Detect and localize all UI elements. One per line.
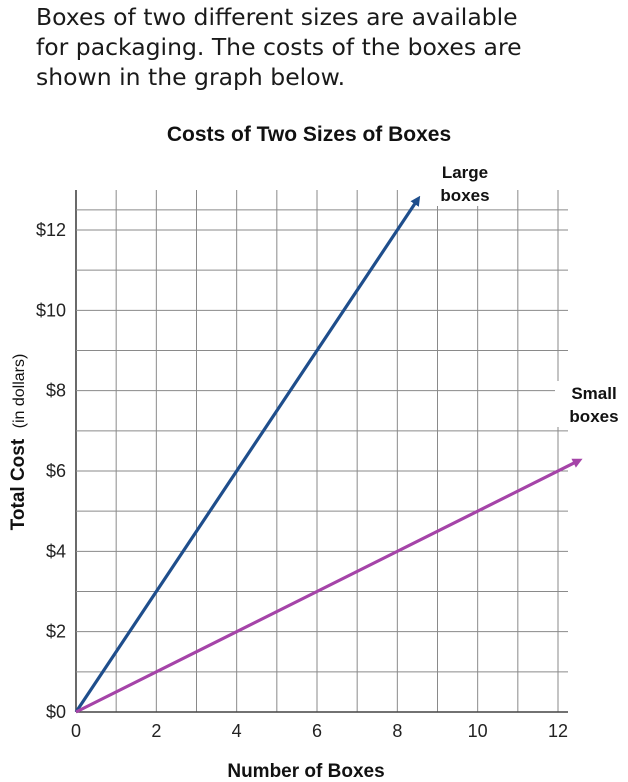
y-tick-label: $10	[36, 300, 66, 320]
intro-text: Boxes of two different sizes are availab…	[36, 2, 616, 92]
series-labels: Large boxes Small boxes	[425, 160, 628, 427]
series-lines	[74, 195, 583, 714]
x-tick-label: 8	[392, 721, 402, 741]
y-tick-label: $2	[46, 622, 66, 642]
x-tick-label: 4	[232, 721, 242, 741]
series-label-small-boxes: boxes	[569, 407, 618, 426]
series-label-large-boxes: Large	[442, 163, 488, 182]
y-axis-ticks: $0 $2 $4 $6 $8 $10 $12	[36, 220, 66, 722]
x-tick-label: 0	[71, 721, 81, 741]
series-label-background	[555, 381, 628, 427]
intro-line-3: shown in the graph below.	[36, 63, 346, 91]
series-line-small-boxes	[75, 458, 583, 714]
x-tick-label: 10	[468, 721, 488, 741]
y-axis-label: Total Cost (in dollars)	[8, 354, 29, 531]
series-label-background	[425, 160, 505, 206]
y-axis-label-main: Total Cost	[8, 438, 29, 530]
y-tick-label: $4	[46, 541, 66, 561]
x-tick-label: 12	[548, 721, 568, 741]
series-label-small-boxes: Small	[571, 384, 616, 403]
y-tick-label: $8	[46, 381, 66, 401]
series-line-large-boxes	[74, 195, 421, 713]
x-axis-label: Number of Boxes	[227, 761, 384, 782]
grid	[75, 190, 568, 713]
x-tick-label: 2	[151, 721, 161, 741]
y-axis-label-suffix: (in dollars)	[11, 354, 28, 429]
chart-title: Costs of Two Sizes of Boxes	[167, 123, 451, 146]
y-tick-label: $6	[46, 461, 66, 481]
x-tick-label: 6	[312, 721, 322, 741]
y-tick-label: $0	[46, 702, 66, 722]
intro-line-2: for packaging. The costs of the boxes ar…	[36, 33, 522, 61]
series-label-large-boxes: boxes	[440, 186, 489, 205]
x-axis-ticks: 0 2 4 6 8 10 12	[71, 721, 568, 741]
intro-line-1: Boxes of two different sizes are availab…	[36, 3, 518, 31]
y-tick-label: $12	[36, 220, 66, 240]
